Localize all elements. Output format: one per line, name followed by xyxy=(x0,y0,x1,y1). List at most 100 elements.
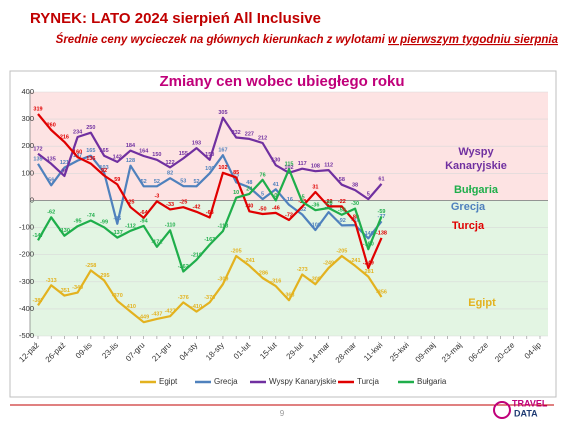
y-tick-label: 300 xyxy=(21,114,34,123)
data-label: -112 xyxy=(125,223,136,229)
data-label: 24 xyxy=(246,186,253,192)
data-label: 167 xyxy=(218,148,227,154)
data-label: -249 xyxy=(323,260,334,266)
data-label: -42 xyxy=(193,204,201,210)
data-label: -22 xyxy=(338,199,346,205)
series-line xyxy=(37,116,383,201)
data-label: 150 xyxy=(152,152,161,158)
data-label: 48 xyxy=(246,180,252,186)
data-label: -28 xyxy=(325,200,333,206)
series-line xyxy=(37,254,383,324)
annotation: Turcja xyxy=(452,220,485,232)
data-label: -74 xyxy=(87,213,96,219)
data-label: 41 xyxy=(273,182,279,188)
data-label: -130 xyxy=(59,228,70,234)
chart-title: Zmiany cen wobec ubiegłego roku xyxy=(159,73,404,90)
data-label: 142 xyxy=(113,154,122,160)
subtitle-link: w pierwszym tygodniu sierpnia xyxy=(388,34,559,46)
data-label: 0 xyxy=(274,193,277,199)
data-label: -281 xyxy=(363,269,374,275)
annotation: Egipt xyxy=(468,297,496,309)
annotation: Bułgaria xyxy=(454,184,499,196)
data-label: -437 xyxy=(151,311,162,317)
data-label: -3 xyxy=(154,194,159,200)
data-label: 38 xyxy=(352,183,358,189)
data-label: -86 xyxy=(113,216,121,222)
data-label: -241 xyxy=(244,258,255,264)
y-tick-label: 400 xyxy=(21,87,34,96)
data-label: 121 xyxy=(60,160,69,166)
data-label: -180 xyxy=(363,242,374,248)
legend-label: Turcja xyxy=(357,377,379,386)
data-label: 193 xyxy=(192,141,201,147)
data-label: 165 xyxy=(86,148,95,154)
data-label: 160 xyxy=(73,150,82,156)
data-label: 165 xyxy=(99,148,108,154)
data-label: -258 xyxy=(85,263,96,269)
data-label: 31 xyxy=(312,184,318,190)
data-label: -95 xyxy=(74,219,82,225)
data-label: -410 xyxy=(191,304,202,310)
data-label: -80 xyxy=(351,215,359,221)
data-label: -410 xyxy=(125,304,136,310)
series-line xyxy=(37,168,383,273)
data-label: 227 xyxy=(245,131,254,137)
data-label: -368 xyxy=(283,293,294,299)
data-label: -387 xyxy=(32,298,43,304)
data-label: -5 xyxy=(300,194,305,200)
data-label: -33 xyxy=(166,202,174,208)
data-label: 108 xyxy=(311,164,320,170)
annotation: Kanaryjskie xyxy=(445,160,507,172)
data-label: 100 xyxy=(205,166,214,172)
data-label: 319 xyxy=(33,106,42,112)
data-label: 164 xyxy=(139,148,149,154)
y-tick-label: -200 xyxy=(19,250,34,259)
data-label: -138 xyxy=(376,230,387,236)
data-label: 92 xyxy=(101,168,107,174)
data-label: -171 xyxy=(151,239,162,245)
data-label: -286 xyxy=(257,270,268,276)
data-label: -295 xyxy=(99,273,110,279)
subtitle: Średnie ceny wycieczek na głównych kieru… xyxy=(56,33,559,46)
data-label: -205 xyxy=(231,248,242,254)
data-label: 58 xyxy=(339,177,345,183)
data-label: -36 xyxy=(311,203,319,209)
data-label: -63 xyxy=(206,210,214,216)
y-tick-label: -300 xyxy=(19,277,34,286)
data-label: 52 xyxy=(193,179,199,185)
data-label: 128 xyxy=(126,158,135,164)
data-label: 260 xyxy=(47,122,56,128)
data-label: 10 xyxy=(233,190,239,196)
data-label: 59 xyxy=(114,177,120,183)
data-label: -64 xyxy=(140,210,149,216)
data-label: -30 xyxy=(351,201,359,207)
y-tick-label: -100 xyxy=(19,223,34,232)
data-label: -50 xyxy=(259,206,267,212)
data-label: -249 xyxy=(363,260,374,266)
data-label: 61 xyxy=(378,176,384,182)
data-label: -147 xyxy=(32,233,43,239)
data-label: -273 xyxy=(297,267,308,273)
data-label: -137 xyxy=(112,230,123,236)
data-label: -109 xyxy=(310,222,321,228)
data-label: -140 xyxy=(363,231,374,237)
y-tick-label: -400 xyxy=(19,304,34,313)
data-label: -110 xyxy=(165,223,176,229)
data-label: 122 xyxy=(166,160,175,166)
annotation: Wyspy xyxy=(458,146,494,158)
data-label: 130 xyxy=(271,158,280,164)
data-label: 56 xyxy=(48,178,54,184)
data-label: 250 xyxy=(86,125,95,131)
data-label: -376 xyxy=(204,295,215,301)
data-label: 212 xyxy=(258,135,267,141)
data-label: 82 xyxy=(167,171,173,177)
data-label: -25 xyxy=(179,200,187,206)
data-label: 5 xyxy=(261,192,264,198)
data-label: 232 xyxy=(232,130,241,136)
data-label: -262 xyxy=(178,264,189,270)
data-label: 103 xyxy=(99,165,108,171)
data-label: -113 xyxy=(218,224,229,230)
data-label: 115 xyxy=(285,162,294,168)
data-label: 135 xyxy=(47,156,56,162)
